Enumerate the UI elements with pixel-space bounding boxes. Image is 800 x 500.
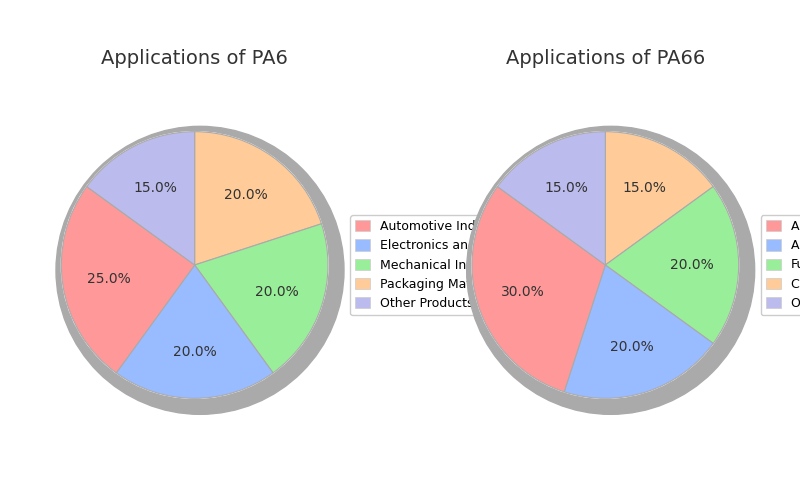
Text: 30.0%: 30.0% (501, 285, 545, 299)
Circle shape (472, 132, 738, 398)
Circle shape (56, 126, 344, 414)
Text: 15.0%: 15.0% (622, 181, 666, 195)
Wedge shape (564, 265, 714, 398)
Wedge shape (606, 186, 738, 344)
Wedge shape (472, 186, 606, 392)
Text: 20.0%: 20.0% (670, 258, 714, 272)
Wedge shape (606, 132, 714, 265)
Circle shape (466, 126, 754, 414)
Title: Applications of PA66: Applications of PA66 (506, 50, 705, 68)
Wedge shape (194, 224, 328, 373)
Circle shape (62, 132, 328, 398)
Wedge shape (194, 132, 322, 265)
Wedge shape (86, 132, 194, 265)
Wedge shape (62, 186, 194, 373)
Text: 15.0%: 15.0% (134, 181, 178, 195)
Wedge shape (498, 132, 606, 265)
Text: 20.0%: 20.0% (255, 285, 299, 299)
Legend: Automotive Industry, Apparel and Textiles, Furniture, Construction Materials, Ot: Automotive Industry, Apparel and Textile… (761, 215, 800, 315)
Text: 20.0%: 20.0% (224, 188, 267, 202)
Text: 20.0%: 20.0% (173, 344, 217, 358)
Text: 15.0%: 15.0% (544, 181, 588, 195)
Text: 25.0%: 25.0% (87, 272, 131, 285)
Title: Applications of PA6: Applications of PA6 (102, 50, 288, 68)
Text: 20.0%: 20.0% (610, 340, 654, 354)
Wedge shape (116, 265, 273, 398)
Legend: Automotive Industry, Electronics and Electrical, Mechanical Industry, Packaging : Automotive Industry, Electronics and Ele… (350, 215, 543, 315)
